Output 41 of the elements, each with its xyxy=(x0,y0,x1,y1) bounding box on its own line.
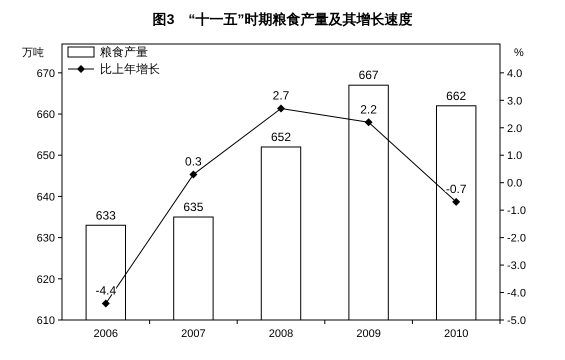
data-label: 0.3 xyxy=(185,154,202,168)
x-tick-label: 2007 xyxy=(181,328,206,340)
x-tick-label: 2008 xyxy=(268,328,294,340)
y-tick-label: 660 xyxy=(36,109,55,122)
y-tick-label: 630 xyxy=(36,232,55,245)
y2-tick-label: -1.0 xyxy=(507,205,526,218)
point xyxy=(189,170,198,178)
point xyxy=(102,300,110,308)
y2-tick-label: 0.0 xyxy=(507,178,522,190)
data-label: 652 xyxy=(270,130,292,144)
point xyxy=(277,104,285,113)
x-tick-label: 2010 xyxy=(444,328,468,340)
x-tick-label: 2006 xyxy=(94,328,118,340)
x-tick-label: 2009 xyxy=(356,328,381,340)
y-tick-label: 640 xyxy=(36,191,55,204)
data-label: 662 xyxy=(446,88,467,103)
data-label: 2.7 xyxy=(272,88,290,103)
data-label: 633 xyxy=(96,208,116,222)
data-label: 635 xyxy=(183,200,204,214)
y-axis-title: 万吨 xyxy=(22,46,44,59)
y2-tick-label: 4.0 xyxy=(507,68,522,80)
y2-tick-label: -3.0 xyxy=(507,260,526,272)
y2-axis-title: % xyxy=(514,47,524,59)
y2-tick-label: -4.0 xyxy=(507,288,526,300)
data-label: -0.7 xyxy=(446,182,467,196)
y2-tick-label: 2.0 xyxy=(507,122,522,135)
y2-tick-label: 3.0 xyxy=(507,95,522,108)
y-tick-label: 670 xyxy=(36,68,55,80)
legend-label: 粮食产量 xyxy=(100,45,148,59)
point xyxy=(452,198,460,206)
y2-tick-label: 1.0 xyxy=(507,150,522,162)
y-tick-label: 610 xyxy=(36,315,55,327)
data-label: 2.2 xyxy=(360,102,378,116)
point xyxy=(364,118,373,126)
chart-title: 图3 “十一五”时期粮食产量及其增长速度 xyxy=(152,11,412,27)
y-tick-label: 620 xyxy=(36,274,55,286)
y2-tick-label: -5.0 xyxy=(507,315,526,327)
y2-tick-label: -2.0 xyxy=(507,232,526,245)
legend-label: 比上年增长 xyxy=(100,62,160,76)
data-label: 667 xyxy=(358,68,379,82)
y-tick-label: 650 xyxy=(36,150,55,162)
